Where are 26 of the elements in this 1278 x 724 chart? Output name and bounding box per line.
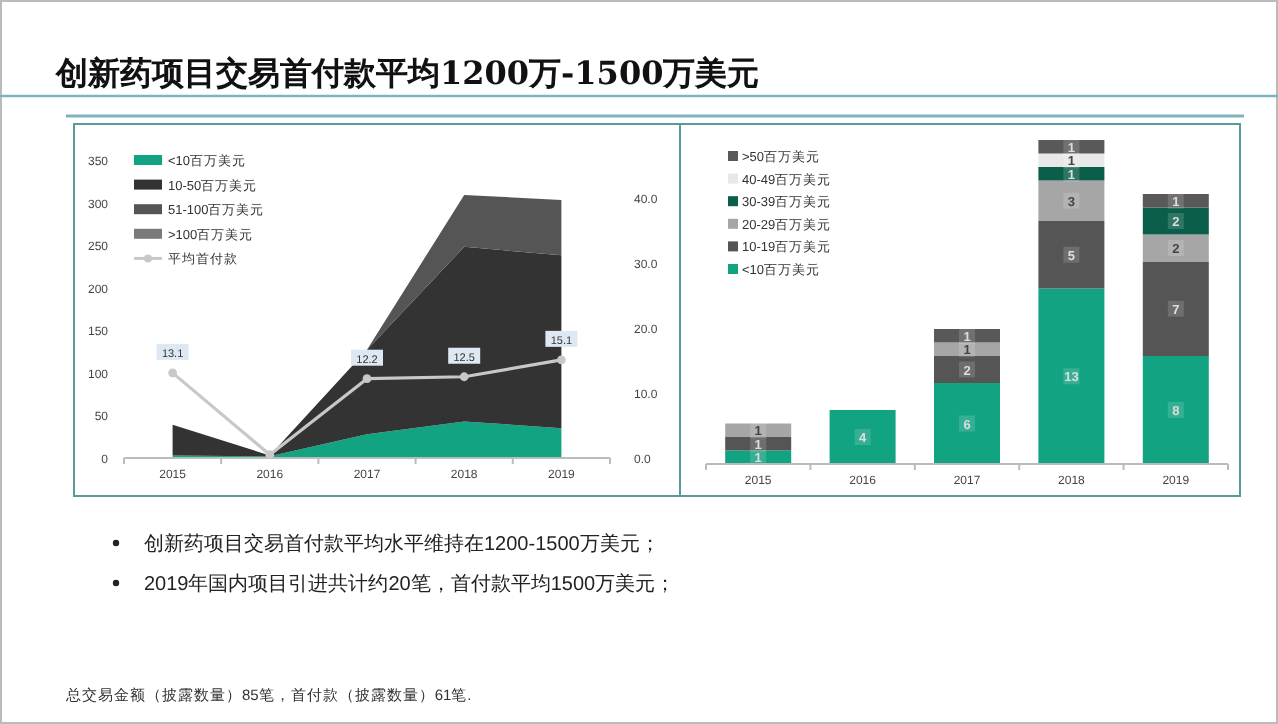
text: 创新药项目交易首付款平均水平维持在1200-1500万美元；: [144, 532, 660, 556]
bar: [1038, 180, 1105, 221]
point: [265, 450, 275, 460]
bar: [725, 437, 792, 451]
bar: [829, 410, 896, 464]
bar: [1038, 153, 1105, 167]
bar: [1038, 288, 1105, 464]
point: [459, 372, 469, 382]
bar: [934, 329, 1000, 343]
point: [362, 374, 372, 384]
bar: [1038, 140, 1105, 154]
bar: [934, 356, 1000, 383]
point: [557, 355, 566, 365]
bar: [1142, 356, 1209, 464]
point: [168, 368, 177, 378]
text: 2019年国内项目引进共计约20笔，首付款平均1500万美元；: [144, 572, 676, 596]
bar: [1038, 167, 1105, 181]
bar: [1142, 261, 1209, 356]
bar: [934, 383, 1000, 464]
chart-title: 创新药项目交易首付款平均1200万-1500万美元: [54, 54, 760, 92]
bar: [1142, 194, 1209, 208]
bar: [1038, 221, 1105, 289]
bar: [1142, 207, 1209, 235]
bar: [934, 342, 1000, 356]
bar: [725, 423, 792, 437]
bar: [1142, 234, 1209, 262]
